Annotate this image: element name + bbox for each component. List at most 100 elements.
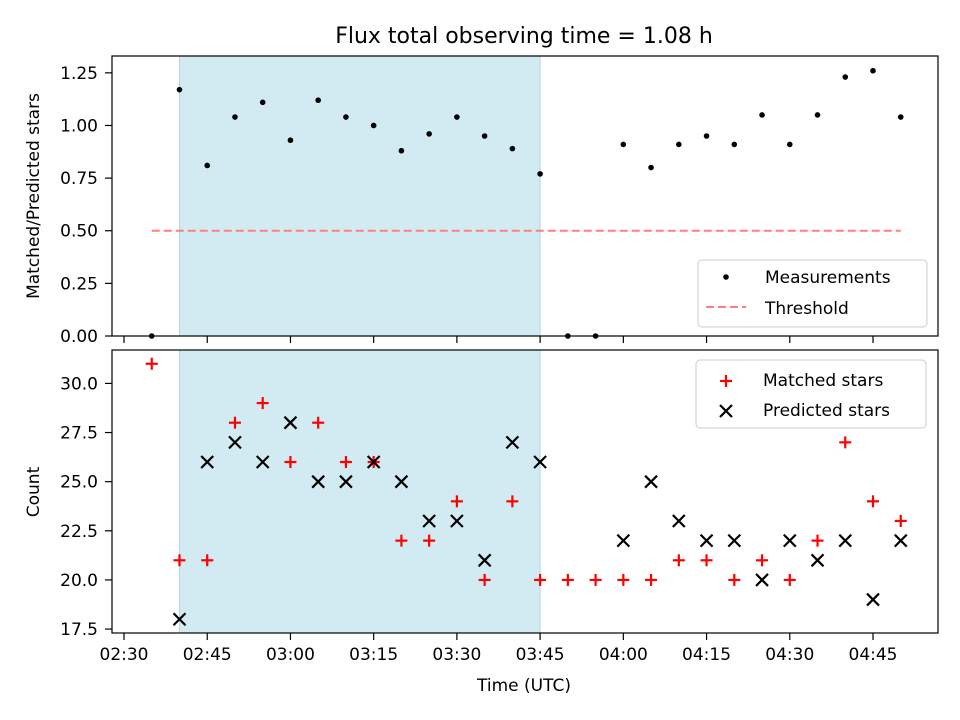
chart-title: Flux total observing time = 1.08 h bbox=[335, 24, 713, 49]
bottom-y-ticks: 17.5 20.0 22.5 25.0 27.5 30.0 bbox=[60, 374, 112, 640]
bottom-x-ticks: 02:30 02:45 03:00 03:15 03:30 03:45 04:00 04:15… bbox=[100, 633, 898, 665]
matched-stars-point bbox=[645, 573, 658, 586]
measurement-point bbox=[897, 114, 904, 120]
measurement-point bbox=[648, 164, 654, 171]
matched-stars-point bbox=[700, 554, 713, 567]
measurement-point bbox=[176, 86, 183, 93]
matched-stars-point bbox=[312, 416, 325, 429]
bottom-legend: Matched stars Predicted stars bbox=[695, 359, 927, 429]
legend-threshold-label: Threshold bbox=[764, 299, 849, 319]
matched-stars-point bbox=[672, 554, 685, 567]
legend-predicted-marker bbox=[719, 404, 733, 418]
top-y-axis-label: Matched/Predicted stars bbox=[24, 93, 44, 299]
y-tick-label: 22.5 bbox=[60, 522, 98, 542]
top-marks bbox=[148, 67, 904, 339]
measurement-point bbox=[426, 131, 432, 137]
measurement-point bbox=[537, 171, 543, 177]
predicted-stars-point bbox=[172, 612, 187, 627]
y-tick-label: 0.25 bbox=[60, 274, 98, 294]
matched-stars-point bbox=[173, 554, 186, 567]
measurement-point bbox=[759, 112, 765, 118]
matched-stars-point bbox=[395, 534, 408, 547]
measurement-point bbox=[676, 141, 682, 148]
measurement-point bbox=[232, 114, 238, 120]
bottom-plot-frame bbox=[111, 349, 939, 634]
x-tick-label: 04:15 bbox=[682, 645, 731, 665]
predicted-stars-point bbox=[533, 455, 547, 469]
measurement-point bbox=[814, 112, 821, 118]
measurement-point bbox=[870, 67, 876, 74]
predicted-stars-point bbox=[699, 533, 714, 548]
legend-matched-label: Matched stars bbox=[763, 371, 883, 391]
measurement-point bbox=[343, 114, 349, 120]
measurement-point bbox=[731, 141, 738, 148]
measurement-point bbox=[398, 147, 405, 154]
matched-stars-point bbox=[339, 456, 352, 469]
matched-stars-point bbox=[534, 573, 547, 586]
predicted-stars-point bbox=[616, 533, 631, 548]
matched-stars-point bbox=[145, 357, 158, 370]
measurement-point bbox=[703, 133, 710, 139]
predicted-stars-point bbox=[339, 474, 353, 489]
predicted-stars-point bbox=[255, 455, 270, 469]
matched-stars-point bbox=[839, 436, 852, 449]
y-tick-label: 20.0 bbox=[60, 571, 98, 591]
bottom-legend-box bbox=[695, 359, 927, 429]
measurement-point bbox=[481, 133, 488, 139]
matched-stars-point bbox=[506, 495, 519, 508]
x-tick-label: 04:00 bbox=[599, 645, 648, 665]
predicted-stars-point bbox=[727, 533, 742, 548]
predicted-stars-point bbox=[394, 474, 409, 489]
top-plot-frame bbox=[111, 55, 939, 337]
predicted-stars-point bbox=[200, 455, 215, 469]
legend-predicted-label: Predicted stars bbox=[763, 401, 890, 421]
measurement-point bbox=[370, 122, 377, 129]
observing-window-shade bbox=[178, 349, 541, 634]
y-tick-label: 27.5 bbox=[60, 424, 98, 444]
top-legend-box bbox=[697, 259, 928, 328]
y-tick-label: 0.50 bbox=[60, 222, 98, 242]
matched-stars-point bbox=[867, 495, 879, 508]
predicted-stars-point bbox=[672, 514, 686, 528]
x-tick-label: 03:30 bbox=[432, 645, 481, 665]
top-x-ticks bbox=[123, 336, 874, 343]
x-tick-label: 03:00 bbox=[266, 645, 315, 665]
x-tick-label: 03:45 bbox=[516, 645, 565, 665]
y-tick-label: 0.75 bbox=[60, 169, 98, 189]
x-tick-label: 03:15 bbox=[349, 645, 398, 665]
x-tick-label: 02:45 bbox=[183, 645, 232, 665]
y-tick-label: 0.00 bbox=[60, 327, 98, 347]
predicted-stars-point bbox=[838, 533, 853, 548]
legend-matched-marker bbox=[720, 375, 732, 387]
matched-stars-point bbox=[561, 573, 574, 586]
top-legend: Measurements Threshold bbox=[697, 259, 928, 328]
matched-stars-point bbox=[450, 495, 463, 508]
x-tick-label: 02:30 bbox=[100, 645, 149, 665]
predicted-stars-point bbox=[450, 514, 464, 528]
y-tick-label: 25.0 bbox=[60, 473, 98, 493]
predicted-stars-point bbox=[866, 592, 880, 607]
x-tick-label: 04:45 bbox=[849, 645, 898, 665]
observing-window-shade bbox=[178, 55, 541, 337]
y-tick-label: 17.5 bbox=[60, 620, 98, 640]
matched-stars-point bbox=[783, 573, 796, 586]
bottom-y-axis-label: Count bbox=[24, 466, 44, 517]
predicted-stars-point bbox=[311, 474, 325, 489]
measurement-point bbox=[287, 137, 294, 144]
top-y-ticks: 0.00 0.25 0.50 0.75 1.00 1.25 bbox=[60, 64, 112, 347]
measurement-point bbox=[509, 145, 516, 152]
predicted-stars-point bbox=[422, 514, 436, 528]
predicted-stars-point bbox=[366, 455, 381, 469]
measurement-point bbox=[204, 162, 211, 169]
matched-stars-point bbox=[478, 573, 491, 586]
measurement-point bbox=[786, 141, 793, 148]
predicted-stars-point bbox=[644, 474, 658, 489]
legend-measurements-marker bbox=[723, 274, 729, 280]
measurement-point bbox=[315, 97, 321, 104]
legend-measurements-label: Measurements bbox=[765, 268, 891, 288]
matched-stars-point bbox=[756, 554, 769, 567]
predicted-stars-point bbox=[283, 415, 298, 430]
matched-stars-point bbox=[811, 534, 824, 547]
bottom-marks bbox=[145, 357, 908, 627]
